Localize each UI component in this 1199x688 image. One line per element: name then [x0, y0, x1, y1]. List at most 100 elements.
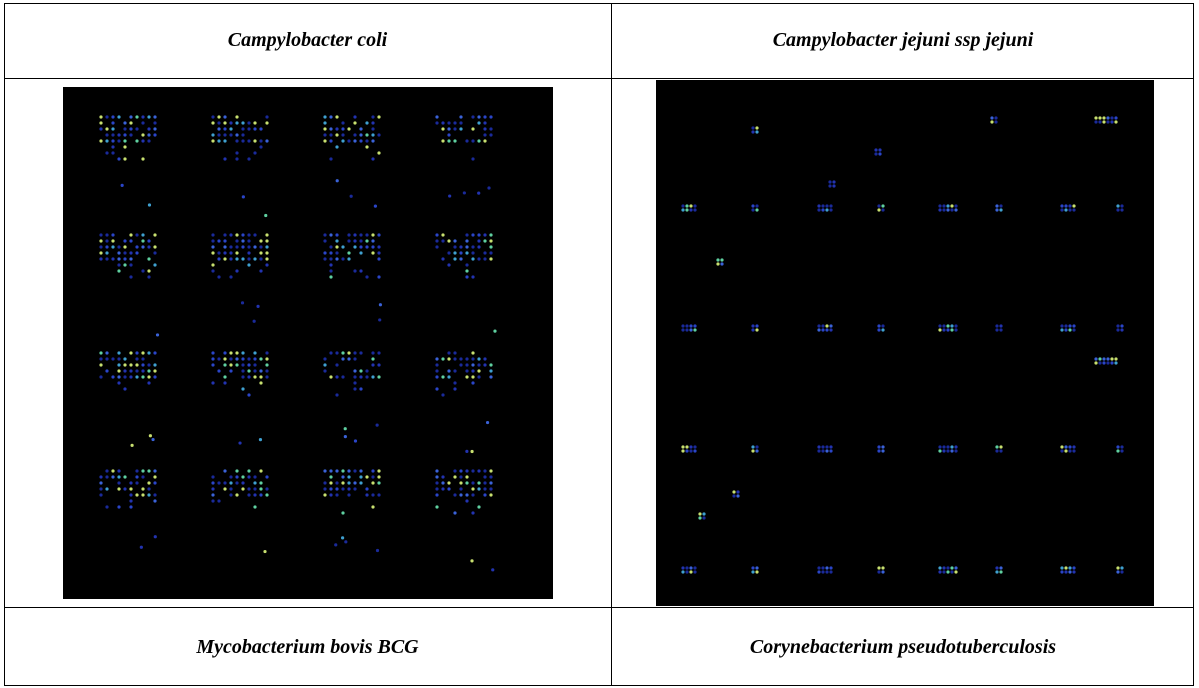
spot: [751, 566, 754, 569]
spot: [365, 369, 368, 372]
spot: [223, 157, 226, 160]
spot: [465, 450, 468, 453]
spot: [99, 139, 102, 142]
spot: [374, 205, 377, 208]
spot: [135, 481, 138, 484]
spot: [1114, 357, 1117, 360]
spot: [335, 469, 338, 472]
spot: [265, 233, 268, 236]
spot: [716, 262, 719, 265]
spot: [1094, 357, 1097, 360]
spot: [720, 258, 723, 261]
row-divider: [4, 78, 1194, 79]
spot: [471, 233, 474, 236]
spot: [1120, 449, 1123, 452]
spot: [264, 214, 267, 217]
spot: [341, 245, 344, 248]
spot: [123, 157, 126, 160]
spot: [821, 204, 824, 207]
spot: [946, 449, 949, 452]
spot: [111, 115, 114, 118]
spot: [377, 245, 380, 248]
spot: [453, 245, 456, 248]
spot: [253, 127, 256, 130]
spot: [471, 369, 474, 372]
spot: [353, 375, 356, 378]
spot: [995, 566, 998, 569]
spot: [153, 233, 156, 236]
spot: [247, 157, 250, 160]
spot: [117, 357, 120, 360]
spot: [117, 351, 120, 354]
spot: [751, 324, 754, 327]
spot: [265, 375, 268, 378]
spot: [1064, 566, 1067, 569]
spot: [359, 387, 362, 390]
spot: [471, 357, 474, 360]
spot: [211, 269, 214, 272]
spot: [817, 204, 820, 207]
spot: [954, 445, 957, 448]
spot: [1098, 361, 1101, 364]
spot: [435, 245, 438, 248]
spot: [335, 251, 338, 254]
spot: [129, 351, 132, 354]
spot: [99, 245, 102, 248]
spot: [135, 351, 138, 354]
spot: [341, 257, 344, 260]
spot: [129, 375, 132, 378]
spot: [223, 139, 226, 142]
spot: [229, 351, 232, 354]
spot: [353, 239, 356, 242]
spot: [123, 245, 126, 248]
spot: [147, 245, 150, 248]
spot: [229, 233, 232, 236]
spot: [736, 494, 739, 497]
spot: [217, 251, 220, 254]
spot: [111, 139, 114, 142]
spot: [377, 251, 380, 254]
spot: [259, 438, 262, 441]
spot: [1068, 445, 1071, 448]
spot: [117, 381, 120, 384]
spot: [950, 566, 953, 569]
spot: [755, 566, 758, 569]
spot: [376, 549, 379, 552]
spot: [329, 139, 332, 142]
spot: [1106, 120, 1109, 123]
spot: [463, 191, 466, 194]
spot: [453, 369, 456, 372]
spot: [229, 493, 232, 496]
spot: [247, 121, 250, 124]
spot: [681, 566, 684, 569]
spot: [689, 570, 692, 573]
spot: [483, 121, 486, 124]
spot: [229, 475, 232, 478]
spot: [477, 469, 480, 472]
spot: [829, 328, 832, 331]
spot: [489, 245, 492, 248]
spot: [323, 133, 326, 136]
spot: [111, 127, 114, 130]
spot: [681, 570, 684, 573]
spot: [253, 320, 256, 323]
spot: [235, 121, 238, 124]
cell-label: Corynebacterium pseudotuberculosis: [612, 608, 1194, 686]
spot: [377, 493, 380, 496]
spot: [465, 139, 468, 142]
spot: [135, 493, 138, 496]
spot: [265, 369, 268, 372]
spot: [111, 151, 114, 154]
spot: [1116, 445, 1119, 448]
spot: [341, 121, 344, 124]
spot: [874, 148, 877, 151]
spot: [235, 257, 238, 260]
spot: [263, 550, 266, 553]
spot: [459, 251, 462, 254]
spot: [347, 239, 350, 242]
spot: [147, 487, 150, 490]
spot: [341, 375, 344, 378]
spot: [453, 357, 456, 360]
spot: [489, 493, 492, 496]
spot: [117, 263, 120, 266]
